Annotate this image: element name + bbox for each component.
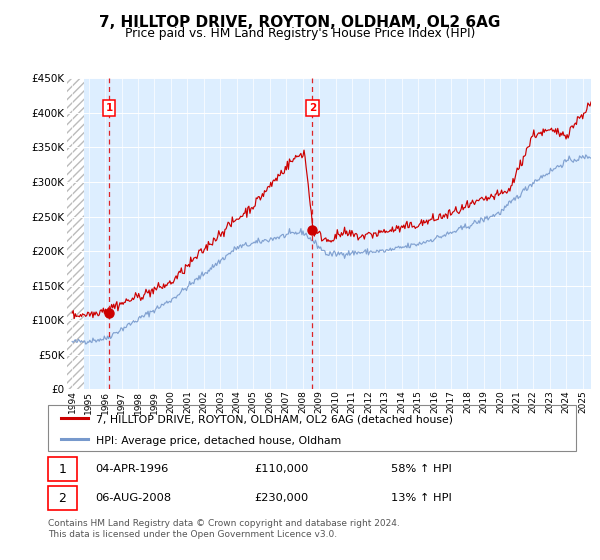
Text: 7, HILLTOP DRIVE, ROYTON, OLDHAM, OL2 6AG: 7, HILLTOP DRIVE, ROYTON, OLDHAM, OL2 6A… [100,15,500,30]
Text: 1: 1 [106,103,113,113]
Text: 2: 2 [59,492,67,505]
Text: 7, HILLTOP DRIVE, ROYTON, OLDHAM, OL2 6AG (detached house): 7, HILLTOP DRIVE, ROYTON, OLDHAM, OL2 6A… [95,414,452,424]
Text: 2: 2 [308,103,316,113]
Text: 1: 1 [59,463,67,476]
Text: £110,000: £110,000 [254,464,308,474]
Bar [48,457,77,482]
Text: 06-AUG-2008: 06-AUG-2008 [95,493,172,503]
Text: 58% ↑ HPI: 58% ↑ HPI [391,464,452,474]
Text: Price paid vs. HM Land Registry's House Price Index (HPI): Price paid vs. HM Land Registry's House … [125,27,475,40]
Text: Contains HM Land Registry data © Crown copyright and database right 2024.
This d: Contains HM Land Registry data © Crown c… [48,519,400,539]
Text: HPI: Average price, detached house, Oldham: HPI: Average price, detached house, Oldh… [95,436,341,446]
Text: £230,000: £230,000 [254,493,308,503]
Bar [48,486,77,511]
Bar [67,78,85,389]
Text: 13% ↑ HPI: 13% ↑ HPI [391,493,452,503]
Text: 04-APR-1996: 04-APR-1996 [95,464,169,474]
